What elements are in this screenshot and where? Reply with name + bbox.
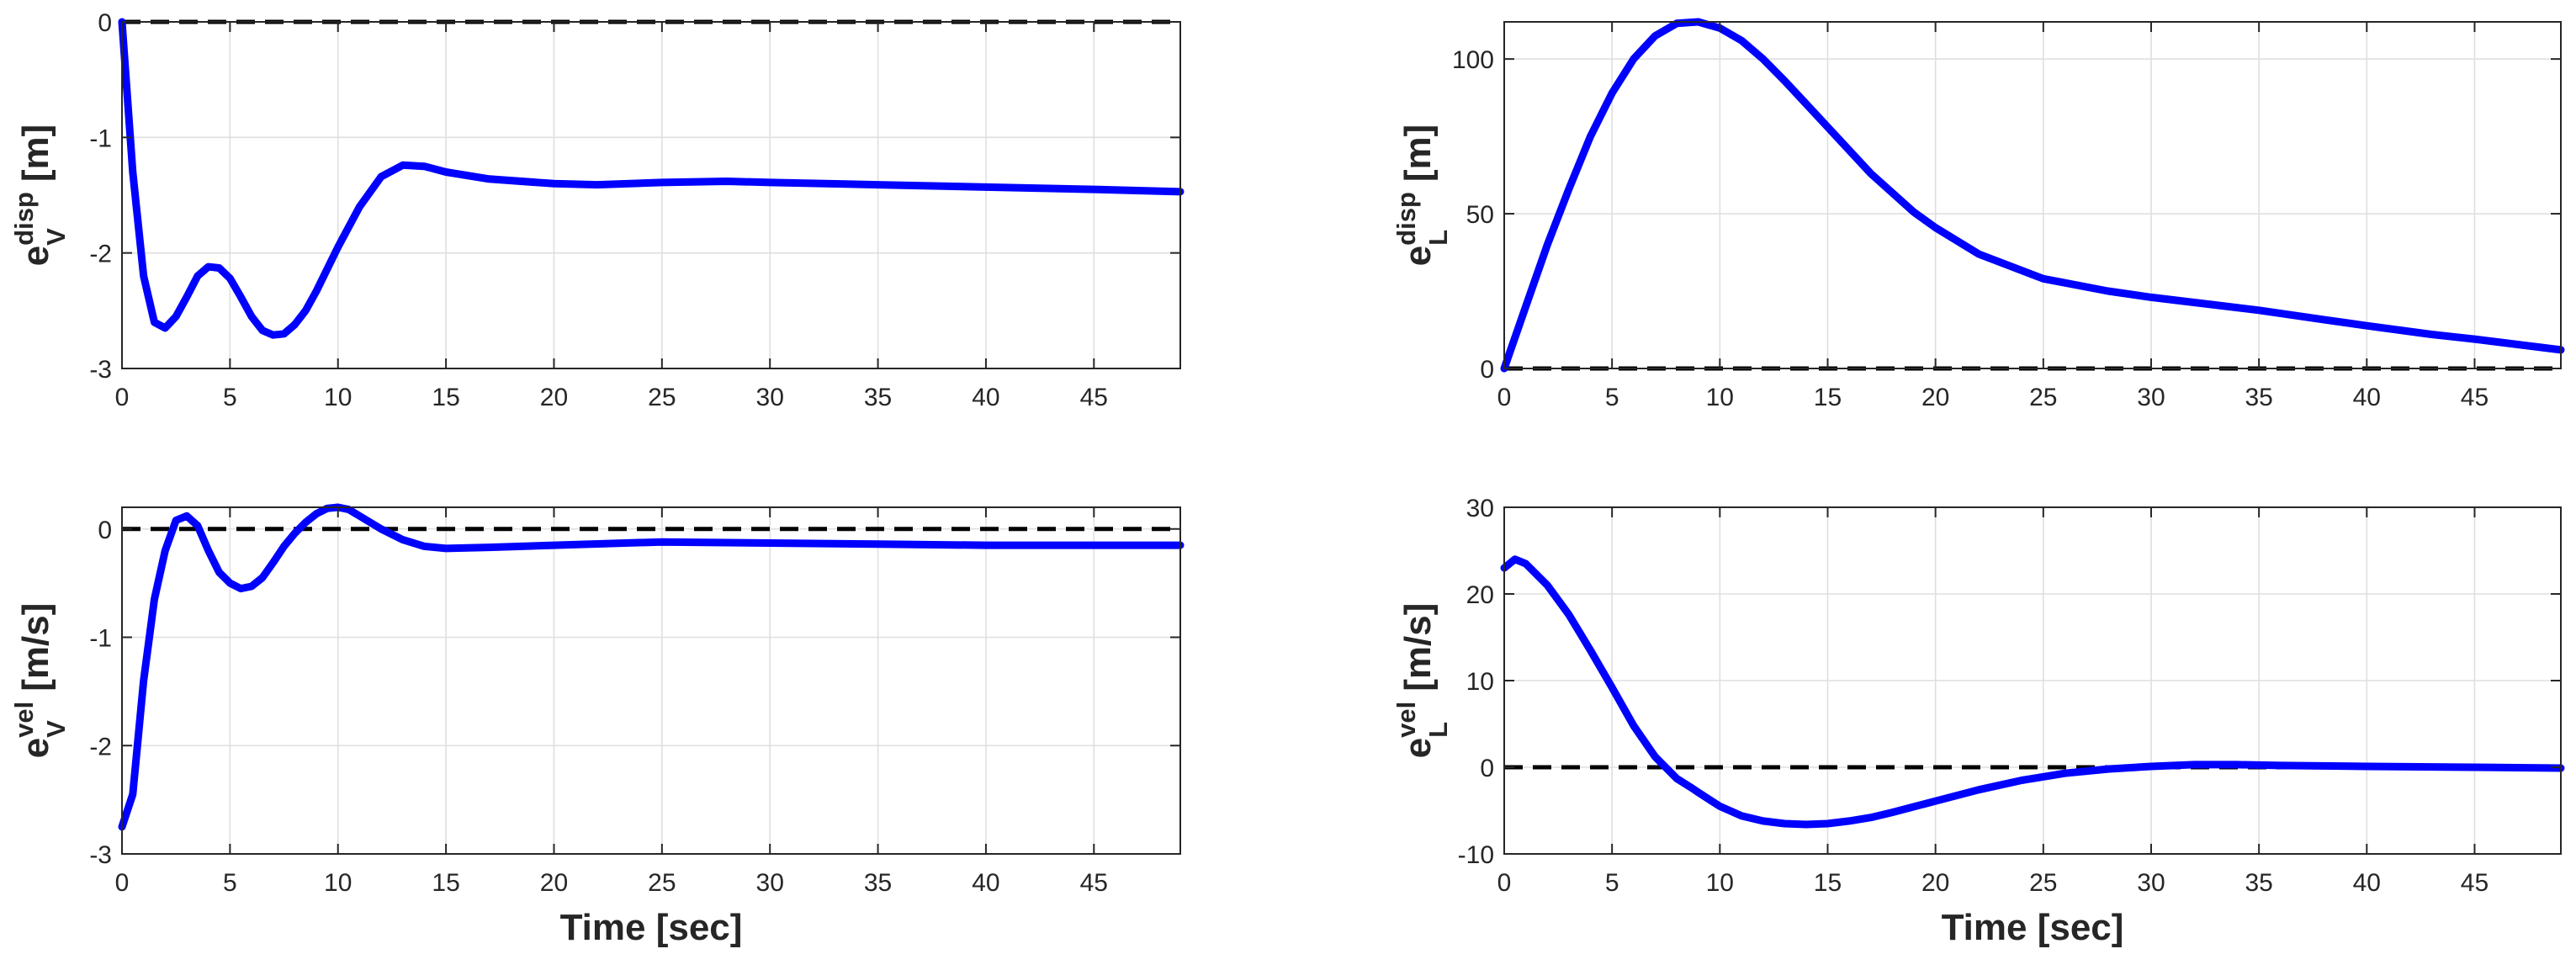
y-axis-label-subscript: L xyxy=(1423,230,1453,246)
x-tick-label: 25 xyxy=(648,869,676,897)
x-tick-label: 20 xyxy=(1921,869,1949,897)
plot-area xyxy=(1504,22,2561,368)
axes-box xyxy=(121,21,1181,369)
x-tick-label: 0 xyxy=(1497,869,1512,897)
y-axis-label-base: e xyxy=(15,738,56,758)
x-tick-label: 5 xyxy=(223,384,237,411)
x-tick-label: 5 xyxy=(1605,869,1619,897)
y-tick-label: 0 xyxy=(1480,755,1494,782)
x-tick-label: 30 xyxy=(2137,384,2165,411)
y-axis-label-base: e xyxy=(1397,738,1439,758)
x-tick-label: 5 xyxy=(1605,384,1619,411)
x-tick-label: 45 xyxy=(2461,384,2489,411)
x-tick-label: 10 xyxy=(1706,869,1734,897)
y-tick-label: 10 xyxy=(1466,668,1494,696)
x-tick-label: 45 xyxy=(1080,384,1108,411)
y-tick-label: -1 xyxy=(89,125,112,152)
subplot-lateral-displacement: 0 5 10 15 20 25 30 35 40 45 0 50 100 edispL [m] xyxy=(1391,18,2565,411)
x-tick-label: 30 xyxy=(756,869,784,897)
x-tick-label: 15 xyxy=(1814,384,1842,411)
x-tick-label: 0 xyxy=(115,384,130,411)
y-axis-label-unit: [m/s] xyxy=(1397,603,1439,692)
x-tick-label: 20 xyxy=(1921,384,1949,411)
x-tick-label: 30 xyxy=(2137,869,2165,897)
subplot-lateral-velocity: 0 5 10 15 20 25 30 35 40 45-100102030evelL[m/s]Ti… xyxy=(1391,495,2565,948)
y-tick-label: -3 xyxy=(89,356,112,384)
subplot-vertical-displacement: 0 5 10 15 20 25 30 35 40 45 -3 -2 -1 0 edispV [m] xyxy=(9,9,1185,411)
x-tick-label: 30 xyxy=(756,384,784,411)
y-tick-label: -2 xyxy=(89,733,112,761)
y-tick-label: 20 xyxy=(1466,581,1494,609)
series-line-lateral-velocity xyxy=(1500,555,2565,829)
x-tick-label: 45 xyxy=(2461,869,2489,897)
y-axis-label-subscript: V xyxy=(41,720,71,738)
x-tick-label: 10 xyxy=(324,384,352,411)
x-tick-label: 15 xyxy=(1814,869,1842,897)
x-tick-label: 40 xyxy=(972,869,999,897)
y-tick-label: -2 xyxy=(89,241,112,268)
y-axis-label-superscript: vel xyxy=(9,702,39,738)
subplot-vertical-velocity: 0 5 10 15 20 25 30 35 40 45 -3 -2 -1 0 evelV [m/s] Time … xyxy=(9,503,1185,948)
y-axis-label: edispV [m] xyxy=(9,125,71,267)
x-tick-label: 20 xyxy=(540,869,568,897)
x-tick-label: 40 xyxy=(2353,869,2381,897)
x-tick-label: 20 xyxy=(540,384,568,411)
x-tick-label: 0 xyxy=(1497,384,1512,411)
x-tick-label: 10 xyxy=(324,869,352,897)
y-tick-label: -3 xyxy=(89,841,112,869)
x-axis-label: Time [sec] xyxy=(560,907,743,948)
y-tick-label: 0 xyxy=(98,9,112,37)
series-line-lateral-displacement xyxy=(1500,18,2565,373)
plot-area xyxy=(122,22,1180,368)
x-tick-label: 40 xyxy=(2353,384,2381,411)
x-tick-label: 25 xyxy=(2029,384,2057,411)
y-axis-label-base: e xyxy=(1397,246,1439,266)
y-axis-label-base: e xyxy=(15,246,56,266)
series-line-vertical-displacement xyxy=(118,18,1185,339)
y-axis-label-subscript: L xyxy=(1423,722,1453,738)
y-tick-label: -10 xyxy=(1458,841,1494,869)
x-tick-label: 10 xyxy=(1706,384,1734,411)
y-tick-label: 0 xyxy=(1480,356,1494,384)
y-axis-label-unit: [m/s] xyxy=(15,603,56,692)
x-tick-label: 25 xyxy=(648,384,676,411)
y-axis-label: edispL [m] xyxy=(1391,125,1453,267)
y-tick-label: 0 xyxy=(98,517,112,544)
y-axis-label-superscript: disp xyxy=(9,192,39,246)
x-tick-label: 35 xyxy=(864,869,892,897)
y-axis-label: evelL [m/s] xyxy=(1391,603,1453,759)
y-axis-label: evelV [m/s] xyxy=(9,603,71,759)
x-tick-label: 15 xyxy=(432,869,459,897)
y-tick-label: 100 xyxy=(1452,46,1494,74)
plot-area xyxy=(122,507,1180,854)
x-tick-label: 40 xyxy=(972,384,999,411)
y-tick-label: 30 xyxy=(1466,495,1494,522)
y-axis-label-subscript: V xyxy=(41,228,71,246)
y-axis-label-superscript: disp xyxy=(1391,192,1421,246)
x-tick-label: 15 xyxy=(432,384,459,411)
x-tick-label: 25 xyxy=(2029,869,2057,897)
x-tick-label: 35 xyxy=(864,384,892,411)
x-tick-label: 35 xyxy=(2245,384,2272,411)
y-axis-label-superscript: vel xyxy=(1391,702,1421,738)
y-tick-label: 50 xyxy=(1466,201,1494,229)
x-tick-label: 35 xyxy=(2245,869,2272,897)
series-line-vertical-velocity xyxy=(118,503,1185,831)
x-tick-label: 45 xyxy=(1080,869,1108,897)
y-tick-label: -1 xyxy=(89,625,112,653)
y-axis-label-unit: [m] xyxy=(15,125,56,182)
axes-box xyxy=(121,506,1181,855)
y-axis-label-unit: [m] xyxy=(1397,125,1439,182)
x-tick-label: 5 xyxy=(223,869,237,897)
axes-box xyxy=(1503,21,2562,369)
x-axis-label: Time [sec] xyxy=(1942,907,2124,948)
x-tick-label: 0 xyxy=(115,869,130,897)
